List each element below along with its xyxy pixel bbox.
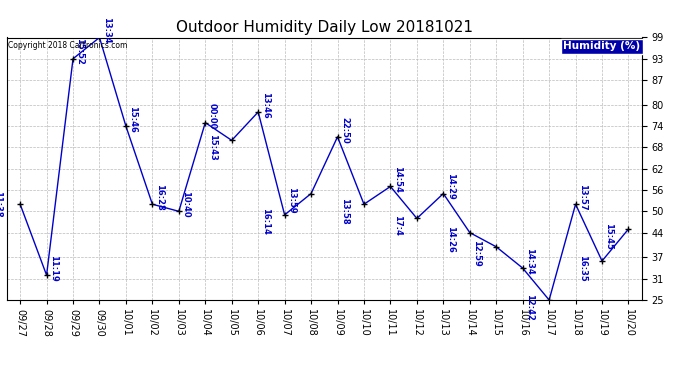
Text: 10:40: 10:40 [181,191,190,217]
Text: 12:59: 12:59 [472,240,482,267]
Text: 15:43: 15:43 [208,134,217,161]
Text: 14:54: 14:54 [393,166,402,193]
Text: 14:26: 14:26 [446,226,455,253]
Text: 13:46: 13:46 [261,92,270,118]
Text: 14:29: 14:29 [446,173,455,200]
Text: 14:34: 14:34 [525,248,534,274]
Text: 17:4: 17:4 [393,215,402,236]
Text: 15:46: 15:46 [128,106,137,133]
Text: 11:19: 11:19 [49,255,58,282]
Text: Copyright 2018 Cartronics.com: Copyright 2018 Cartronics.com [8,42,128,51]
Text: 00:00: 00:00 [208,102,217,129]
Text: 13:34: 13:34 [102,17,111,44]
Text: 11:38: 11:38 [0,191,2,217]
Text: 15:52: 15:52 [75,38,84,65]
Text: 13:59: 13:59 [287,187,296,214]
Text: 22:50: 22:50 [340,117,349,143]
Title: Outdoor Humidity Daily Low 20181021: Outdoor Humidity Daily Low 20181021 [176,20,473,35]
Text: 13:57: 13:57 [578,184,587,211]
Text: 12:42: 12:42 [525,294,534,320]
Text: 16:35: 16:35 [578,255,587,281]
Text: 13:58: 13:58 [340,198,349,225]
Text: 16:14: 16:14 [261,209,270,235]
Text: 16:28: 16:28 [155,184,164,211]
Text: 15:45: 15:45 [604,222,613,249]
Text: Humidity (%): Humidity (%) [563,42,640,51]
